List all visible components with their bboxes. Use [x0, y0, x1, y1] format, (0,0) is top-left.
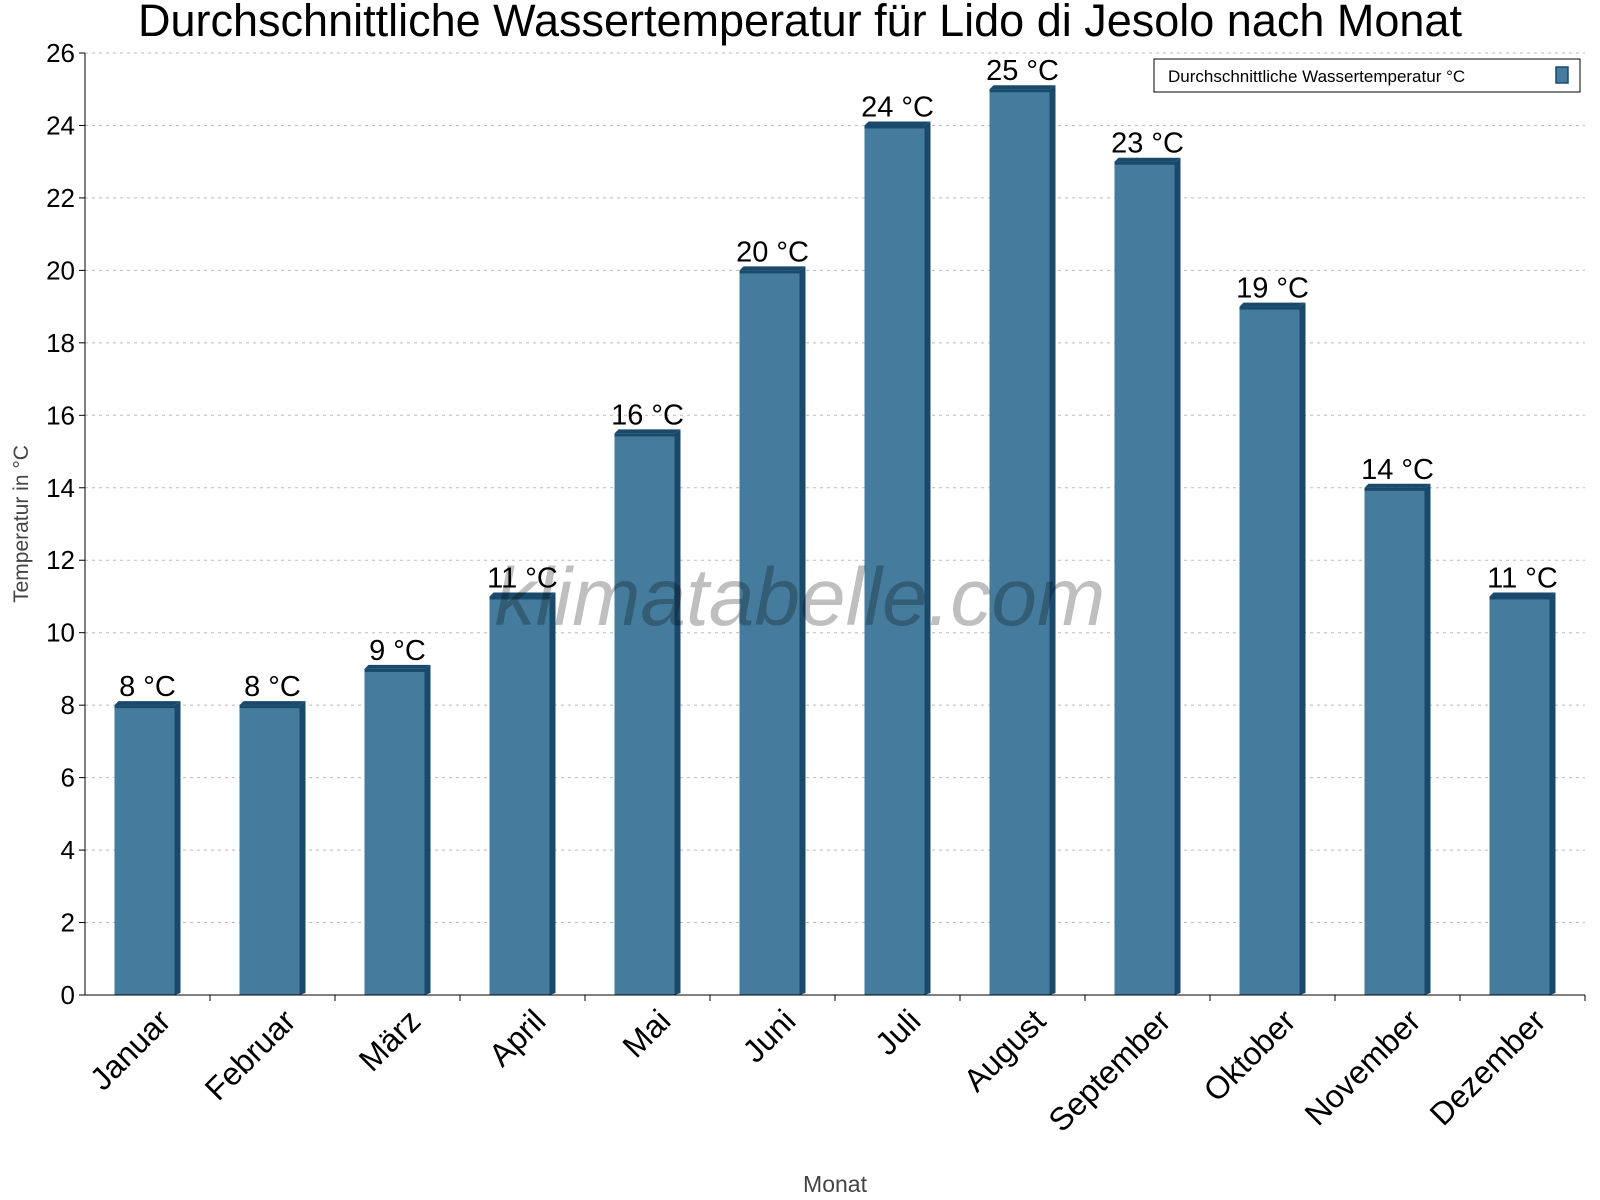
bar-side — [424, 664, 431, 995]
y-tick-label: 4 — [61, 835, 75, 865]
data-label: 9 °C — [369, 635, 426, 667]
bar — [864, 125, 925, 995]
y-tick-label: 2 — [61, 908, 75, 938]
y-tick-label: 8 — [61, 690, 75, 720]
bar — [1239, 306, 1300, 996]
y-tick-label: 10 — [46, 618, 75, 648]
legend: Durchschnittliche Wassertemperatur °C — [1153, 58, 1581, 93]
bar-side — [1299, 302, 1306, 996]
bar — [364, 668, 425, 995]
x-tick-label: Mai — [616, 1002, 678, 1064]
data-label: 24 °C — [861, 91, 934, 123]
y-tick-label: 12 — [46, 545, 75, 575]
bar-side — [299, 701, 306, 995]
bar-side — [1424, 483, 1431, 995]
bar-side — [1174, 157, 1181, 995]
bar-side — [174, 701, 181, 995]
watermark: klimatabelle.com — [495, 552, 1106, 643]
data-label: 11 °C — [487, 562, 558, 594]
bar-top-edge — [239, 705, 300, 709]
data-label: 8 °C — [244, 671, 301, 703]
bar-top-edge — [739, 270, 800, 274]
y-tick-label: 18 — [46, 328, 75, 358]
bar-top-edge — [1114, 161, 1175, 165]
data-label: 25 °C — [986, 55, 1059, 87]
data-label: 23 °C — [1111, 128, 1184, 160]
y-tick-label: 0 — [61, 980, 75, 1010]
x-tick-label: November — [1298, 1002, 1428, 1132]
bar-side — [549, 592, 556, 995]
data-label: 16 °C — [611, 399, 684, 431]
bar-side — [1549, 592, 1556, 995]
data-label: 19 °C — [1236, 273, 1309, 305]
x-tick-label: Februar — [198, 1002, 303, 1107]
y-tick-label: 26 — [46, 38, 75, 68]
bar-top-edge — [1489, 596, 1550, 600]
bar-top — [489, 592, 556, 597]
bar-top-edge — [1239, 306, 1300, 310]
bar — [1114, 161, 1175, 995]
bar-side — [1049, 85, 1056, 995]
data-label: 14 °C — [1361, 454, 1434, 486]
y-tick-label: 16 — [46, 400, 75, 430]
bar-top-edge — [989, 89, 1050, 93]
y-tick-label: 22 — [46, 183, 75, 213]
bar-top-edge — [614, 433, 675, 437]
bar-top — [364, 664, 431, 669]
bar-top — [1489, 592, 1556, 597]
bar-top — [614, 429, 681, 434]
bar-side — [674, 429, 681, 995]
bar — [239, 705, 300, 995]
bar-top — [739, 266, 806, 271]
chart-title: Durchschnittliche Wassertemperatur für L… — [138, 0, 1462, 46]
x-tick-label: Juli — [868, 1002, 927, 1061]
x-tick-label: April — [482, 1002, 553, 1073]
bar-top-edge — [114, 705, 175, 709]
bar — [1489, 596, 1550, 995]
bar — [614, 433, 675, 995]
legend-label: Durchschnittliche Wassertemperatur °C — [1168, 67, 1465, 86]
bar — [489, 596, 550, 995]
bar-top-edge — [864, 125, 925, 129]
bar — [989, 89, 1050, 995]
x-tick-label: Juni — [735, 1002, 802, 1069]
x-tick-label: September — [1041, 1002, 1177, 1138]
x-tick-label: März — [352, 1002, 428, 1078]
bar-top-edge — [489, 596, 550, 600]
bar-top — [1364, 483, 1431, 488]
bar — [114, 705, 175, 995]
bar-top — [864, 121, 931, 126]
x-tick-label: Januar — [83, 1002, 178, 1097]
y-tick-label: 20 — [46, 255, 75, 285]
bar-top — [1114, 157, 1181, 162]
bar-side — [799, 266, 806, 995]
x-tick-label: August — [957, 1002, 1053, 1098]
bar-side — [924, 121, 931, 995]
y-axis-label: Temperatur in °C — [10, 445, 33, 603]
y-tick-label: 14 — [46, 473, 75, 503]
y-tick-label: 24 — [46, 110, 75, 140]
bar-top — [239, 701, 306, 706]
x-tick-label: Oktober — [1197, 1002, 1303, 1108]
bar-top — [989, 85, 1056, 90]
data-label: 8 °C — [119, 671, 176, 703]
bar-top — [114, 701, 181, 706]
bar-top — [1239, 302, 1306, 307]
data-label: 20 °C — [736, 236, 809, 268]
bar-top-edge — [364, 668, 425, 672]
x-tick-label: Dezember — [1423, 1002, 1553, 1132]
legend-swatch — [1555, 66, 1569, 84]
bar — [1364, 487, 1425, 995]
data-label: 11 °C — [1487, 562, 1558, 594]
bar-top-edge — [1364, 487, 1425, 491]
x-axis-label: Monat — [803, 1171, 868, 1197]
y-tick-label: 6 — [61, 763, 75, 793]
bar — [739, 270, 800, 995]
